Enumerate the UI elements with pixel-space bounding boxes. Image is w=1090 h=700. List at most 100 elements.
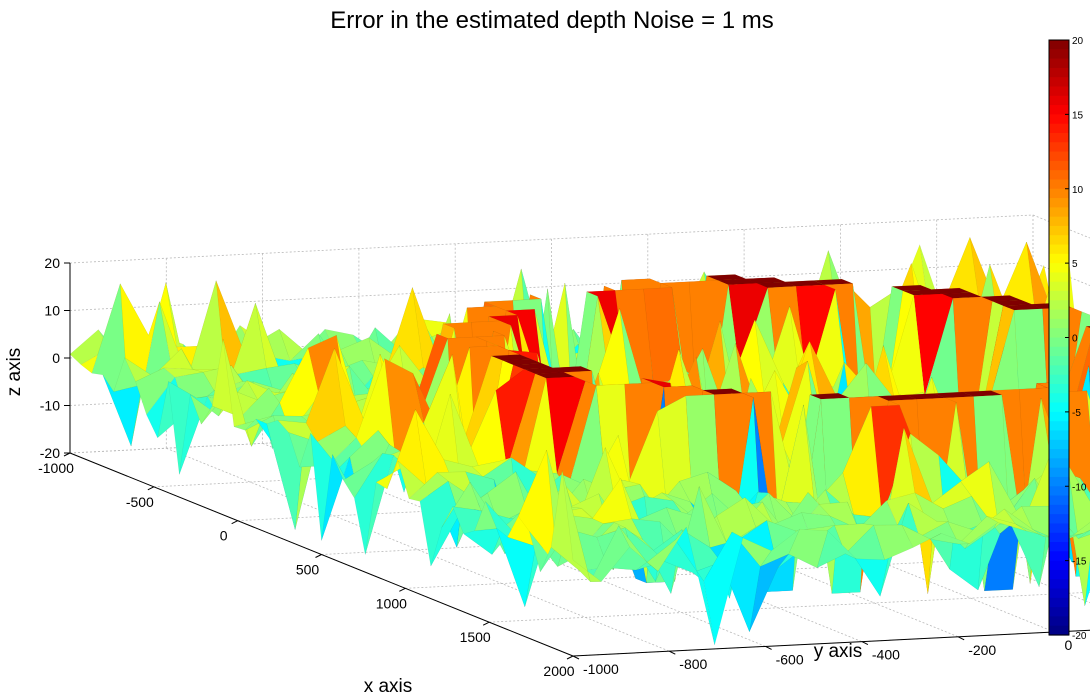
- colorbar-band: [1049, 597, 1069, 608]
- x-tick-mark: [231, 520, 238, 525]
- grid-line: [69, 262, 1034, 311]
- surface-patch: [561, 470, 602, 582]
- colorbar-tick-label: -5: [1072, 408, 1081, 419]
- colorbar-band: [1049, 439, 1069, 450]
- colorbar-band: [1049, 383, 1069, 394]
- colorbar-tick-label: 20: [1072, 36, 1084, 47]
- surface-patch: [646, 527, 687, 572]
- colorbar-band: [1049, 374, 1069, 385]
- colorbar-band: [1049, 272, 1069, 283]
- colorbar-band: [1049, 588, 1069, 599]
- y-tick-label: -400: [872, 647, 900, 663]
- grid-line: [166, 447, 670, 652]
- y-tick-mark: [765, 645, 772, 650]
- grid-line: [358, 438, 863, 642]
- colorbar-band: [1049, 458, 1069, 469]
- x-tick-label: 1500: [460, 629, 491, 645]
- x-tick-label: -500: [126, 494, 154, 510]
- colorbar-band: [1049, 235, 1069, 246]
- surface-patch: [1084, 559, 1090, 606]
- grid-line: [69, 214, 1034, 264]
- colorbar-band: [1049, 95, 1069, 106]
- colorbar-band: [1049, 170, 1069, 181]
- colorbar-band: [1049, 551, 1069, 562]
- y-tick-label: -800: [679, 656, 707, 672]
- surface-patch: [1086, 326, 1090, 329]
- x-tick-mark: [482, 621, 490, 626]
- colorbar-band: [1049, 281, 1069, 292]
- colorbar-band: [1049, 569, 1069, 580]
- colorbar-band: [1049, 411, 1069, 422]
- surface-patch: [1067, 463, 1090, 539]
- x-tick-label: 1000: [376, 595, 407, 611]
- surface-patch: [703, 531, 744, 645]
- colorbar-tick-label: 5: [1072, 259, 1078, 270]
- colorbar-band: [1049, 421, 1069, 432]
- x-tick-label: -1000: [38, 460, 74, 476]
- grid-line: [551, 428, 1055, 633]
- colorbar-tick-label: -10: [1072, 482, 1087, 493]
- grid-line: [489, 591, 1090, 623]
- colorbar-band: [1049, 253, 1069, 264]
- z-axis-label: z axis: [4, 348, 25, 397]
- colorbar-band: [1049, 114, 1069, 125]
- colorbar-band: [1049, 300, 1069, 311]
- colorbar-band: [1049, 207, 1069, 218]
- x-tick-mark: [147, 486, 155, 491]
- colorbar-band: [1049, 160, 1069, 171]
- y-tick-mark: [669, 650, 676, 655]
- colorbar-band: [1049, 67, 1069, 78]
- colorbar-band: [1049, 225, 1069, 236]
- x-tick-mark: [315, 554, 322, 558]
- x-axis-label: x axis: [364, 676, 413, 697]
- y-tick-mark: [861, 641, 869, 646]
- colorbar-tick-label: 0: [1072, 334, 1078, 345]
- colorbar-band: [1049, 616, 1069, 627]
- colorbar-tick-label: 10: [1072, 185, 1084, 196]
- colorbar-band: [1049, 86, 1069, 97]
- colorbar-tick-label: -15: [1072, 557, 1087, 568]
- colorbar-band: [1049, 560, 1069, 571]
- surface-patch: [788, 528, 829, 568]
- z-tick-label: -20: [40, 445, 60, 461]
- colorbar-band: [1049, 337, 1069, 348]
- x-tick-mark: [566, 655, 574, 660]
- colorbar-band: [1049, 514, 1069, 525]
- colorbar-band: [1049, 449, 1069, 459]
- grid-line: [262, 443, 766, 647]
- colorbar-band: [1049, 476, 1069, 487]
- colorbar-tick-label: 15: [1072, 110, 1084, 121]
- colorbar-band: [1049, 365, 1069, 376]
- colorbar-band: [1049, 430, 1069, 441]
- y-tick-label: -200: [968, 642, 996, 658]
- colorbar-band: [1049, 40, 1069, 50]
- colorbar-band: [1049, 346, 1069, 357]
- colorbar-band: [1049, 504, 1069, 515]
- colorbar-band: [1049, 356, 1069, 366]
- z-tick-label: 0: [52, 350, 60, 366]
- colorbar-band: [1049, 244, 1069, 255]
- grid-line: [455, 433, 959, 638]
- colorbar: 20 15 10 5 0 -5 -10 -15 -20: [1048, 36, 1087, 642]
- colorbar-band: [1049, 309, 1069, 320]
- y-tick-label: -600: [776, 651, 804, 667]
- colorbar-band: [1049, 132, 1069, 143]
- colorbar-band: [1049, 523, 1069, 534]
- colorbar-band: [1049, 198, 1069, 208]
- chart-title: Error in the estimated depth Noise = 1 m…: [330, 7, 774, 34]
- colorbar-band: [1049, 105, 1069, 115]
- colorbar-band: [1049, 607, 1069, 618]
- y-axis-label: y axis: [814, 641, 863, 662]
- y-tick-mark: [572, 655, 580, 660]
- error-surface: [69, 229, 1090, 645]
- colorbar-band: [1049, 467, 1069, 478]
- colorbar-band: [1049, 328, 1069, 339]
- colorbar-tick-label: -20: [1072, 631, 1087, 642]
- z-tick-label: -10: [40, 398, 60, 414]
- colorbar-band: [1049, 486, 1069, 497]
- colorbar-band: [1049, 291, 1069, 301]
- surface-patch: [1078, 529, 1090, 539]
- colorbar-band: [1049, 77, 1069, 88]
